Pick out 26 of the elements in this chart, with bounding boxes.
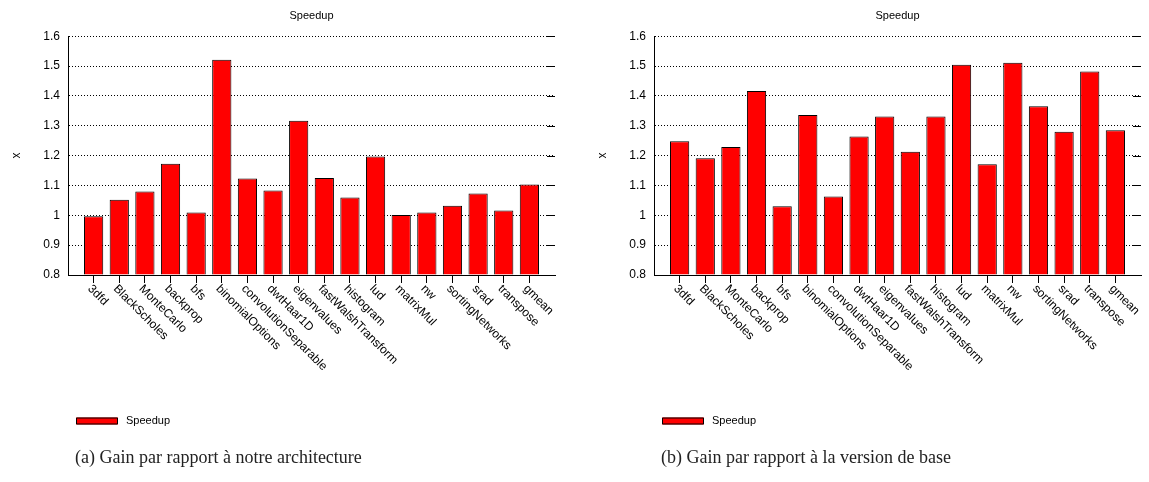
y-tick-label: 1 [53,207,61,222]
y-tick-label: 0.8 [43,267,61,282]
y-axis-title: x [594,152,609,159]
y-tick-label: 1.5 [629,58,647,73]
y-tick-label: 1.3 [43,118,61,133]
chart-title: Speedup [289,8,334,21]
y-tick-label: 1.1 [43,177,61,192]
y-tick-label: 1.6 [43,28,61,43]
y-tick-label: 1.4 [43,88,61,103]
y-tick-label: 1.6 [629,28,647,43]
text: (a) Gain par rapport à notre architecture [75,446,362,468]
y-tick-label: 0.8 [629,267,647,282]
y-tick-label: 1 [639,207,647,222]
y-tick-label: 1.1 [629,177,647,192]
legend-label: Speedup [126,414,171,427]
y-tick-label: 1.2 [629,147,647,162]
y-tick-label: 1.2 [43,147,61,162]
y-tick-label: 0.9 [43,237,61,252]
text: (b) Gain par rapport à la version de base [661,446,951,468]
y-tick-label: 1.5 [43,58,61,73]
chart-title: Speedup [875,8,920,21]
y-tick-label: 1.4 [629,88,647,103]
y-tick-label: 1.3 [629,118,647,133]
y-tick-label: 0.9 [629,237,647,252]
legend-label: Speedup [712,414,757,427]
y-axis-title: x [8,152,23,159]
